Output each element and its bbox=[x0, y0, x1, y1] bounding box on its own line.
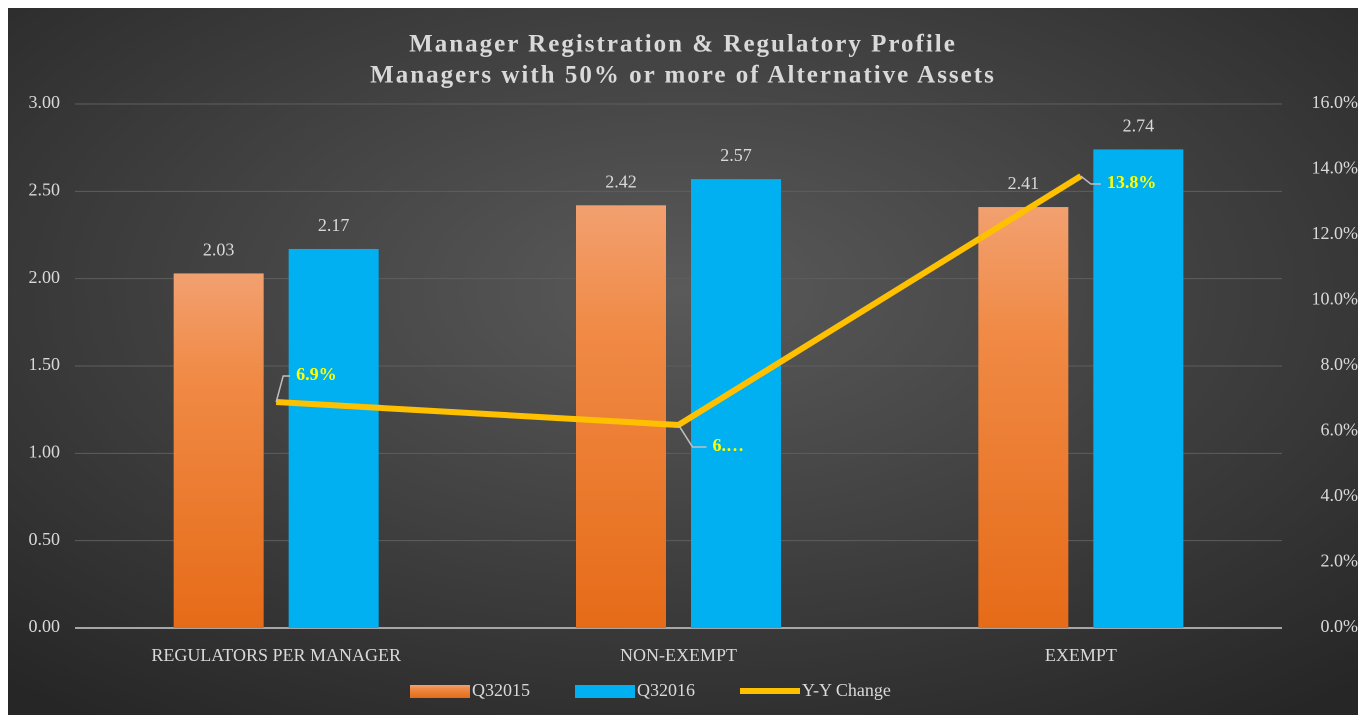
leader-line bbox=[275, 375, 291, 403]
bar bbox=[288, 248, 379, 628]
bar-value-label: 2.41 bbox=[1008, 173, 1040, 193]
legend-label: Q32016 bbox=[637, 680, 695, 700]
bar bbox=[978, 207, 1069, 628]
legend-label: Y-Y Change bbox=[802, 680, 891, 700]
y2-tick-label: 6.0% bbox=[1321, 420, 1359, 440]
chart-subtitle: Managers with 50% or more of Alternative… bbox=[370, 62, 996, 89]
y2-tick-label: 10.0% bbox=[1312, 289, 1359, 309]
x-tick-label: NON-EXEMPT bbox=[620, 645, 737, 665]
y2-tick-label: 14.0% bbox=[1312, 158, 1359, 178]
bar bbox=[173, 273, 264, 628]
bar bbox=[576, 205, 666, 628]
bar-value-label: 2.42 bbox=[605, 171, 637, 191]
y2-tick-label: 12.0% bbox=[1312, 223, 1359, 243]
bar-value-label: 2.17 bbox=[318, 215, 350, 235]
bar-value-label: 2.57 bbox=[720, 145, 752, 165]
legend-swatch bbox=[575, 685, 635, 698]
legend-swatch bbox=[410, 685, 470, 698]
x-tick-label: REGULATORS PER MANAGER bbox=[151, 645, 401, 665]
leader-line bbox=[1080, 175, 1101, 185]
y-tick-label: 1.00 bbox=[29, 441, 61, 461]
bar bbox=[1093, 149, 1184, 628]
y-tick-label: 2.50 bbox=[29, 179, 61, 199]
y2-tick-label: 0.0% bbox=[1321, 616, 1359, 636]
y2-tick-label: 4.0% bbox=[1321, 485, 1359, 505]
y-tick-label: 2.00 bbox=[29, 267, 61, 287]
chart-title: Manager Registration & Regulatory Profil… bbox=[409, 31, 957, 58]
legend-label: Q32015 bbox=[472, 680, 530, 700]
y-tick-label: 0.00 bbox=[29, 616, 61, 636]
bar-value-label: 2.74 bbox=[1123, 116, 1155, 136]
y2-tick-label: 8.0% bbox=[1321, 354, 1359, 374]
line-value-label: 6.… bbox=[713, 435, 745, 455]
x-tick-label: EXEMPT bbox=[1045, 645, 1117, 665]
y-tick-label: 3.00 bbox=[29, 92, 61, 112]
line-value-label: 6.9% bbox=[296, 364, 337, 384]
y2-tick-label: 16.0% bbox=[1312, 92, 1359, 112]
y-tick-label: 0.50 bbox=[29, 529, 61, 549]
y2-tick-label: 2.0% bbox=[1321, 551, 1359, 571]
leader-line bbox=[677, 424, 707, 448]
line-value-label: 13.8% bbox=[1107, 172, 1157, 192]
bar-value-label: 2.03 bbox=[203, 240, 235, 260]
y-tick-label: 1.50 bbox=[29, 354, 61, 374]
bar bbox=[691, 179, 781, 628]
